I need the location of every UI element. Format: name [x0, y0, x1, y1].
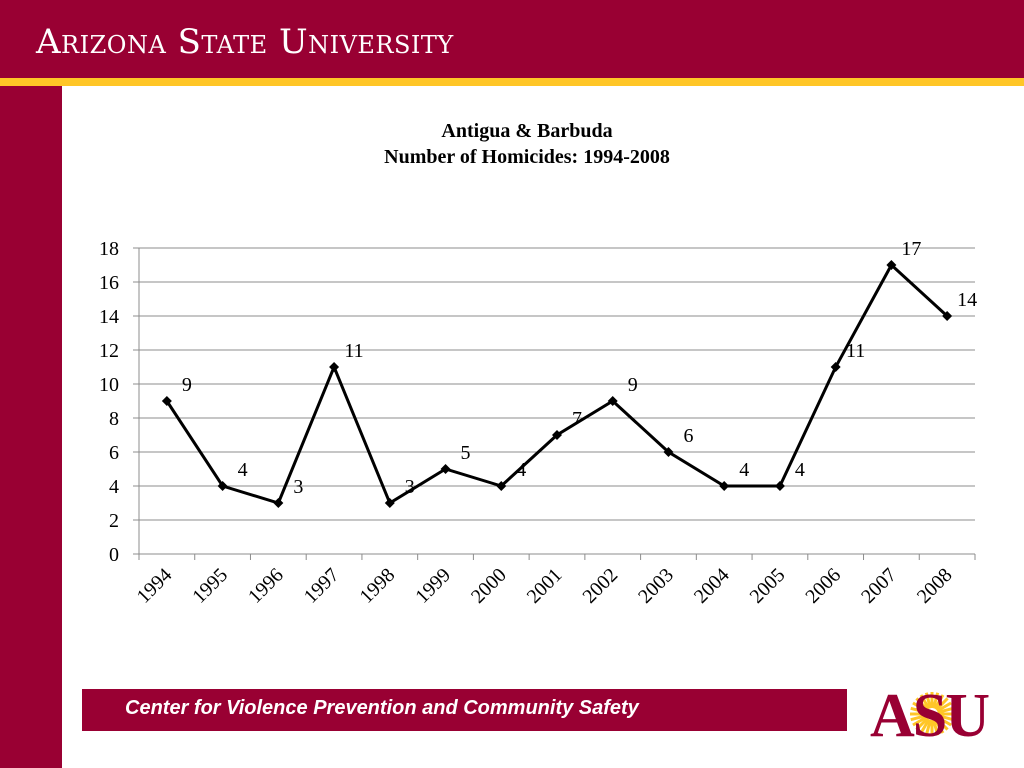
sunburst-ray	[919, 694, 931, 710]
x-tick-label-1999: 1999	[411, 564, 455, 608]
data-label-1995: 4	[238, 459, 248, 481]
left-sidebar-bar	[0, 86, 62, 768]
x-tick-label-1998: 1998	[355, 564, 399, 608]
y-tick-label-16: 16	[99, 272, 119, 294]
marker-2006	[830, 362, 841, 372]
y-axis-tick-labels: 0 2 4 6 8 10 12 14 16 18	[99, 238, 119, 566]
sunburst-ray	[924, 692, 932, 709]
x-tick-label-2001: 2001	[523, 564, 567, 608]
sunburst-ray	[932, 692, 940, 709]
sunburst-ray	[933, 694, 945, 710]
sunburst-ray	[932, 719, 940, 736]
marker-2000	[496, 481, 507, 491]
data-label-1997: 11	[344, 340, 363, 362]
marker-1995	[217, 481, 228, 491]
data-label-2002: 9	[628, 374, 638, 396]
data-label-2007: 17	[901, 238, 921, 260]
sunburst-ray	[933, 718, 945, 734]
x-axis-tick-labels: 1994 1995 1996 1997 1998 1999 2000 2001 2002 2003…	[133, 564, 957, 608]
data-label-1999: 5	[461, 442, 471, 464]
marker-2002	[607, 396, 618, 406]
asu-sunburst-logo-icon: ASU	[870, 682, 991, 742]
chart-gridlines	[139, 247, 975, 555]
marker-1998	[384, 498, 395, 508]
y-tick-label-4: 4	[109, 476, 119, 498]
data-label-2004: 4	[739, 459, 749, 481]
data-labels: 9 4 3 11 3 5 4 7 9 6 4 4 11 17 14	[182, 238, 977, 498]
marker-1997	[329, 362, 340, 372]
x-tick-label-1994: 1994	[133, 564, 177, 608]
x-tick-label-2005: 2005	[746, 564, 790, 608]
x-tick-label-1996: 1996	[244, 564, 288, 608]
x-tick-label-1995: 1995	[188, 564, 232, 608]
sunburst-ray	[937, 706, 954, 714]
sunburst-ray	[935, 697, 949, 711]
y-tick-label-8: 8	[109, 408, 119, 430]
series-markers	[161, 260, 953, 508]
marker-2005	[774, 481, 785, 491]
sunburst-ray	[912, 715, 928, 727]
logo-text: ASU	[870, 682, 989, 742]
x-tick-label-2006: 2006	[801, 564, 845, 608]
y-tick-label-12: 12	[99, 340, 119, 362]
sunburst-ray	[915, 717, 929, 731]
data-label-1998: 3	[405, 476, 415, 498]
sunburst-ray	[935, 717, 949, 731]
y-tick-label-2: 2	[109, 510, 119, 532]
header-bar	[0, 0, 1024, 78]
chart-axes	[133, 247, 976, 560]
sunburst-ray	[936, 701, 952, 713]
x-tick-label-2002: 2002	[578, 564, 622, 608]
data-label-2000: 4	[516, 459, 526, 481]
y-tick-label-0: 0	[109, 544, 119, 566]
chart-title-line-1: Antigua & Barbuda	[441, 120, 613, 142]
marker-1994	[161, 396, 172, 406]
y-tick-label-10: 10	[99, 374, 119, 396]
data-label-2006: 11	[846, 340, 865, 362]
y-tick-label-6: 6	[109, 442, 119, 464]
university-title: Arizona State University	[36, 22, 454, 62]
marker-2007	[886, 260, 897, 270]
sunburst-ray	[912, 701, 928, 713]
marker-2003	[663, 447, 674, 457]
sunburst-ray	[915, 697, 929, 711]
data-label-2001: 7	[572, 408, 582, 430]
data-label-1996: 3	[293, 476, 303, 498]
marker-2001	[552, 430, 562, 440]
sunburst-ray	[924, 719, 932, 736]
chart-title-line-2: Number of Homicides: 1994-2008	[384, 146, 670, 168]
x-tick-label-1997: 1997	[300, 564, 344, 608]
x-tick-label-2003: 2003	[634, 564, 678, 608]
data-label-2003: 6	[683, 425, 693, 447]
sunburst-ray	[910, 714, 927, 722]
y-tick-label-18: 18	[99, 238, 119, 260]
x-tick-label-2000: 2000	[467, 564, 511, 608]
data-label-2005: 4	[795, 459, 805, 481]
gold-stripe	[0, 78, 1024, 86]
marker-1999	[440, 464, 451, 474]
footer-text: Center for Violence Prevention and Commu…	[125, 697, 639, 719]
sunburst-ray	[937, 714, 954, 722]
x-tick-label-2004: 2004	[690, 564, 734, 608]
marker-2008	[942, 311, 953, 321]
y-tick-label-14: 14	[99, 306, 119, 328]
sunburst-rays	[910, 692, 954, 736]
x-tick-label-2007: 2007	[857, 564, 901, 608]
sunburst-ray	[910, 706, 927, 714]
chart-title: Antigua & Barbuda Number of Homicides: 1…	[62, 118, 992, 170]
data-label-1994: 9	[182, 374, 192, 396]
sunburst-ray	[919, 718, 931, 734]
sunburst-ray	[936, 715, 952, 727]
footer-band	[82, 689, 847, 731]
marker-2004	[719, 481, 730, 491]
data-label-2008: 14	[957, 289, 977, 311]
x-tick-label-2008: 2008	[913, 564, 957, 608]
marker-1996	[273, 498, 284, 508]
